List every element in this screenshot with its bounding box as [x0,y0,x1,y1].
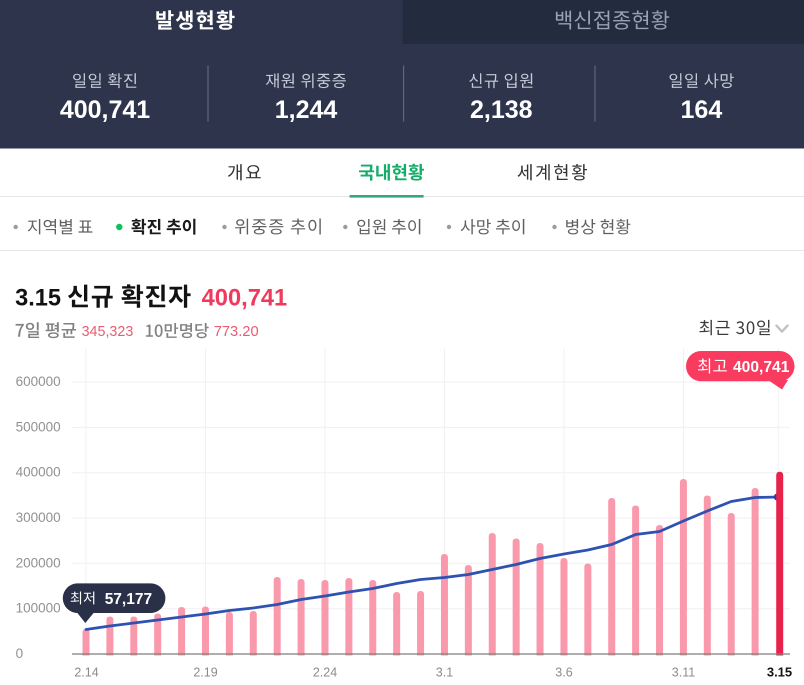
svg-text:345,323: 345,323 [82,324,134,340]
svg-text:300000: 300000 [16,510,61,525]
svg-text:100000: 100000 [16,601,61,616]
svg-text:3.15: 3.15 [15,286,61,312]
svg-text:3.1: 3.1 [436,665,453,679]
svg-text:164: 164 [681,96,723,124]
svg-text:773.20: 773.20 [214,324,259,340]
svg-text:3.6: 3.6 [555,665,572,679]
svg-text:57,177: 57,177 [105,591,152,608]
svg-text:3.11: 3.11 [672,665,695,679]
svg-text:3.15: 3.15 [767,664,792,679]
svg-text:500000: 500000 [16,419,61,434]
svg-text:400,741: 400,741 [202,286,288,312]
svg-text:400000: 400000 [16,465,61,480]
svg-text:1,244: 1,244 [275,96,338,124]
svg-text:200000: 200000 [16,555,61,570]
svg-text:400,741: 400,741 [733,359,790,376]
svg-text:2,138: 2,138 [470,96,533,124]
svg-text:2.14: 2.14 [74,665,98,679]
svg-text:2.24: 2.24 [313,665,337,679]
svg-text:400,741: 400,741 [60,96,150,124]
svg-text:600000: 600000 [16,374,61,389]
svg-text:2.19: 2.19 [193,665,217,679]
svg-text:0: 0 [16,646,24,661]
